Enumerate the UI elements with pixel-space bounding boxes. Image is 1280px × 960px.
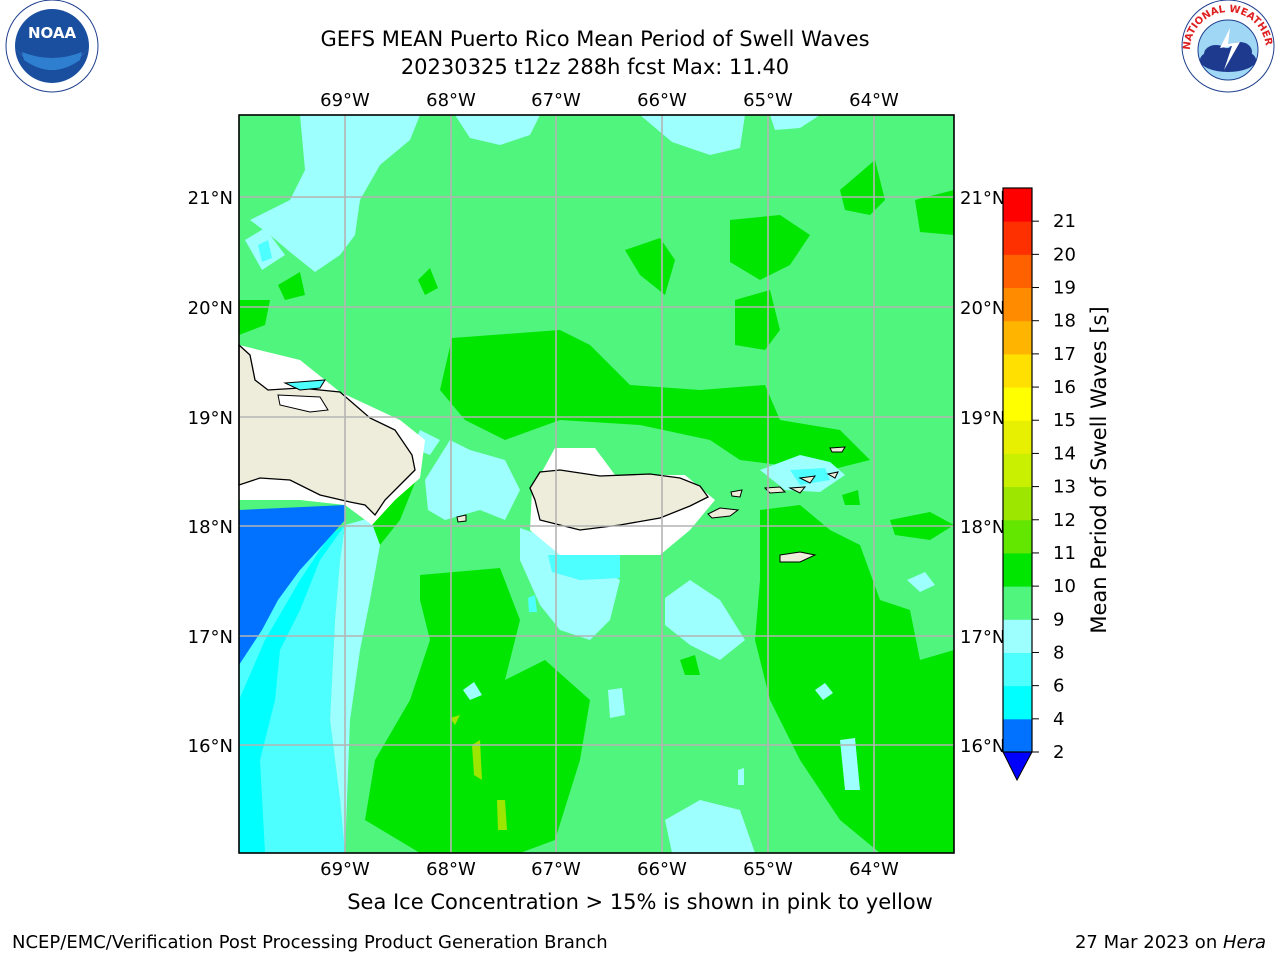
lat-label-left: 16°N — [188, 736, 233, 757]
colorbar-label: Mean Period of Swell Waves [s] — [1087, 306, 1111, 633]
lon-label-bottom: 69°W — [320, 859, 370, 880]
colorbar-tick-label: 18 — [1053, 311, 1076, 332]
lat-labels-right: 21°N 20°N 19°N 18°N 17°N 16°N — [960, 188, 1005, 757]
colorbar-tick-label: 14 — [1053, 443, 1076, 464]
colorbar-band — [1003, 420, 1032, 454]
colorbar-tick-label: 11 — [1053, 543, 1076, 564]
colorbar-band — [1003, 586, 1032, 620]
colorbar-tick-label: 12 — [1053, 510, 1076, 531]
lon-label-top: 68°W — [426, 90, 476, 111]
lat-label-right: 16°N — [960, 736, 1005, 757]
chart-subtitle: 20230325 t12z 288h fcst Max: 11.40 — [400, 55, 790, 79]
lat-label-left: 21°N — [188, 188, 233, 209]
footer-date: 27 Mar 2023 on Hera — [1075, 932, 1266, 953]
colorbar-band — [1003, 552, 1032, 587]
colorbar-tick-label: 9 — [1053, 609, 1064, 630]
lat-label-right: 19°N — [960, 408, 1005, 429]
lon-label-bottom: 64°W — [849, 859, 899, 880]
lat-label-right: 17°N — [960, 627, 1005, 648]
lat-label-left: 19°N — [188, 408, 233, 429]
period-11-12-spots — [450, 715, 507, 830]
colorbar-tick-label: 13 — [1053, 477, 1076, 498]
colorbar-tick-label: 8 — [1053, 642, 1064, 663]
footer-date-text: 27 Mar 2023 on — [1074, 932, 1223, 953]
lon-label-top: 69°W — [320, 90, 370, 111]
colorbar-band — [1003, 685, 1032, 720]
map-plot-area — [238, 114, 955, 854]
land-masses — [238, 343, 846, 563]
colorbar-band — [1003, 254, 1032, 289]
sea-ice-caption: Sea Ice Concentration > 15% is shown in … — [347, 890, 933, 914]
lat-label-right: 21°N — [960, 188, 1005, 209]
colorbar-tick-label: 20 — [1053, 244, 1076, 265]
noaa-logo: NOAA — [5, 0, 99, 93]
colorbar-tick-label: 17 — [1053, 344, 1076, 365]
colorbar-band — [1003, 287, 1032, 322]
colorbar-frame — [1002, 187, 1033, 753]
colorbar-band — [1003, 320, 1032, 355]
lon-label-top: 66°W — [637, 90, 687, 111]
colorbar-bands — [1003, 188, 1032, 753]
lon-label-top: 67°W — [531, 90, 581, 111]
colorbar-band — [1003, 652, 1032, 687]
lon-label-top: 65°W — [743, 90, 793, 111]
lat-labels-left: 21°N 20°N 19°N 18°N 17°N 16°N — [188, 188, 233, 757]
lat-label-right: 18°N — [960, 517, 1005, 538]
map-frame — [238, 114, 955, 854]
lon-label-bottom: 67°W — [531, 859, 581, 880]
lat-label-right: 20°N — [960, 298, 1005, 319]
period-4-6-regions — [239, 525, 345, 853]
colorbar-band — [1003, 453, 1032, 488]
colorbar-tick-label: 6 — [1053, 676, 1064, 697]
lon-labels-top: 69°W 68°W 67°W 66°W 65°W 64°W — [320, 90, 899, 111]
noaa-logo-text: NOAA — [28, 24, 77, 42]
colorbar-band — [1003, 519, 1032, 554]
footer-org: NCEP/EMC/Verification Post Processing Pr… — [12, 932, 608, 953]
lon-labels-bottom: 69°W 68°W 67°W 66°W 65°W 64°W — [320, 859, 899, 880]
map-gridlines — [239, 115, 954, 853]
lat-label-left: 20°N — [188, 298, 233, 319]
period-2-4-regions — [239, 505, 345, 665]
colorbar-band — [1003, 486, 1032, 521]
colorbar-band — [1003, 387, 1032, 421]
colorbar-band — [1003, 619, 1032, 653]
colorbar: 2 4 6 8 9 10 11 12 13 14 15 16 17 18 19 20 21 Mean Perio… — [1002, 187, 1111, 782]
colorbar-tick-label: 15 — [1053, 410, 1076, 431]
colorbar-tick-label: 2 — [1053, 742, 1064, 763]
colorbar-ticks: 2 4 6 8 9 10 11 12 13 14 15 16 17 18 19 20 21 — [1032, 211, 1076, 763]
chart-title: GEFS MEAN Puerto Rico Mean Period of Swe… — [320, 27, 870, 51]
colorbar-band — [1003, 221, 1032, 255]
lon-label-top: 64°W — [849, 90, 899, 111]
lon-label-bottom: 68°W — [426, 859, 476, 880]
nws-logo: NATIONAL WEATHER SERVICE — [0, 0, 1275, 93]
colorbar-tick-label: 19 — [1053, 278, 1076, 299]
lat-label-left: 18°N — [188, 517, 233, 538]
lat-label-left: 17°N — [188, 627, 233, 648]
lon-label-bottom: 65°W — [743, 859, 793, 880]
colorbar-band — [1003, 353, 1032, 388]
nws-logo-text: NATIONAL WEATHER SERVICE — [0, 0, 1274, 50]
colorbar-band — [1003, 188, 1032, 222]
colorbar-tick-label: 10 — [1053, 576, 1076, 597]
lon-label-bottom: 66°W — [637, 859, 687, 880]
colorbar-tick-label: 16 — [1053, 377, 1076, 398]
colorbar-tick-label: 4 — [1053, 709, 1064, 730]
footer-host: Hera — [1222, 932, 1266, 953]
period-10-11-regions — [239, 160, 954, 853]
colorbar-tick-label: 21 — [1053, 211, 1076, 232]
colorbar-under-triangle — [1002, 751, 1033, 782]
colorbar-band — [1003, 718, 1032, 753]
